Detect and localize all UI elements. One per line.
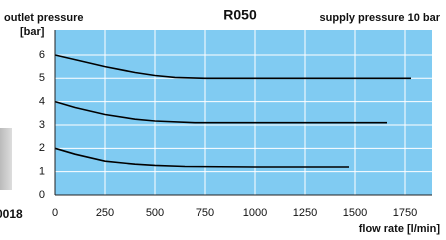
side-label: 0018 <box>0 207 23 221</box>
y-tick-label: 4 <box>39 96 45 108</box>
y-tick-label: 1 <box>39 166 45 178</box>
chart: outlet pressure [bar] R050 supply pressu… <box>0 0 446 240</box>
x-tick-label: 500 <box>146 207 164 219</box>
x-tick-label: 1750 <box>393 207 417 219</box>
x-tick-label: 1250 <box>293 207 317 219</box>
x-axis-label: flow rate [l/min] <box>359 223 441 235</box>
x-tick-label: 0 <box>52 207 58 219</box>
y-tick-label: 2 <box>39 142 45 154</box>
y-tick-label: 6 <box>39 49 45 61</box>
cropped-image <box>0 128 12 190</box>
x-tick-label: 750 <box>196 207 214 219</box>
y-tick-label: 3 <box>39 119 45 131</box>
y-tick-label: 0 <box>39 189 45 201</box>
y-unit: [bar] <box>20 26 45 38</box>
x-tick-label: 1500 <box>343 207 367 219</box>
x-tick-label: 250 <box>96 207 114 219</box>
y-axis-label: outlet pressure <box>4 12 83 24</box>
subtitle: supply pressure 10 bar <box>320 12 441 24</box>
chart-title: R050 <box>223 7 257 23</box>
y-tick-label: 5 <box>39 72 45 84</box>
x-tick-label: 1000 <box>243 207 267 219</box>
